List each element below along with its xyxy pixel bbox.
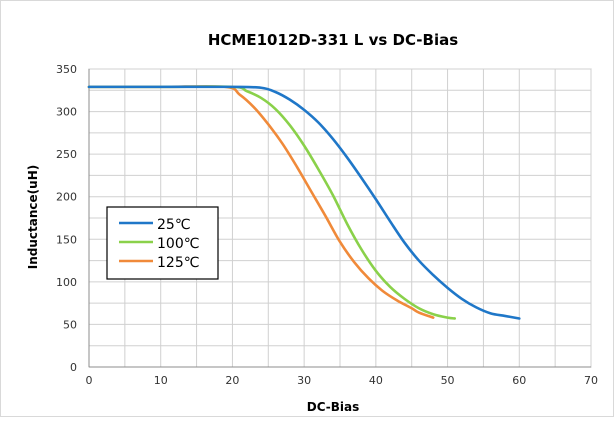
y-tick-label: 0 <box>70 361 77 374</box>
axes: 0 10 20 30 40 50 60 70 0 50 100 150 200 250 300 350 <box>56 63 598 387</box>
x-tick-label: 10 <box>154 374 168 387</box>
x-tick-label: 60 <box>512 374 526 387</box>
series-lines <box>87 85 521 320</box>
y-tick-label: 200 <box>56 191 77 204</box>
y-tick-label: 100 <box>56 276 77 289</box>
y-tick-label: 350 <box>56 63 77 76</box>
legend: 25℃ 100℃ 125℃ <box>106 206 219 280</box>
y-tick-label: 150 <box>56 233 77 246</box>
x-tick-label: 30 <box>297 374 311 387</box>
x-tick-label: 70 <box>584 374 598 387</box>
x-tick-label: 0 <box>86 374 93 387</box>
legend-label: 25℃ <box>157 217 191 233</box>
chart-title: HCME1012D-331 L vs DC-Bias <box>208 31 458 49</box>
series-line-1 <box>87 85 457 320</box>
series-line-2 <box>87 85 435 319</box>
legend-label: 125℃ <box>157 255 199 271</box>
y-tick-label: 50 <box>63 318 77 331</box>
y-tick-label: 250 <box>56 148 77 161</box>
y-axis-title: Inductance(uH) <box>26 165 40 269</box>
x-tick-label: 40 <box>369 374 383 387</box>
x-tick-label: 50 <box>441 374 455 387</box>
legend-label: 100℃ <box>157 236 199 252</box>
x-tick-label: 20 <box>225 374 239 387</box>
series-line-0 <box>87 85 521 320</box>
grid <box>88 68 592 368</box>
x-axis-title: DC-Bias <box>307 400 360 414</box>
y-tick-label: 300 <box>56 106 77 119</box>
